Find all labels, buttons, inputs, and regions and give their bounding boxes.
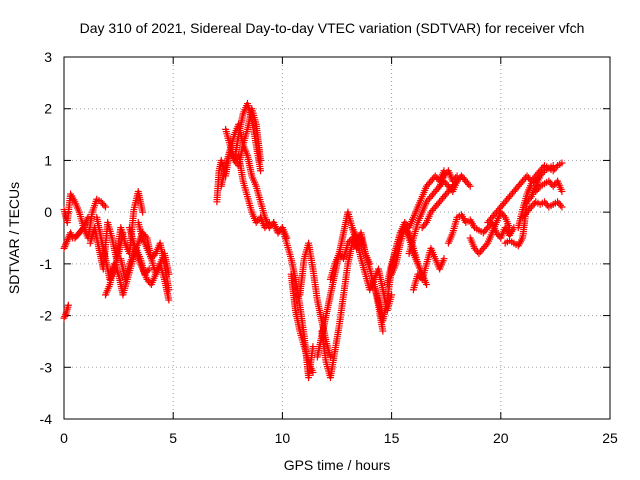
trace-22 <box>388 224 422 278</box>
trace-15 <box>296 239 334 361</box>
trace-11 <box>217 141 291 242</box>
y-tick-label: -3 <box>40 359 53 375</box>
data-point-marker <box>414 260 422 268</box>
data-point-marker <box>453 172 461 180</box>
trace-20 <box>370 167 448 325</box>
data-point-marker <box>100 201 108 209</box>
data-point-marker <box>421 220 429 228</box>
data-point-marker <box>61 311 69 319</box>
data-point-marker <box>60 244 68 252</box>
data-point-marker <box>558 203 566 211</box>
trace-31 <box>519 198 566 221</box>
x-tick-label: 25 <box>602 430 618 446</box>
data-point-marker <box>139 208 147 216</box>
data-point-marker <box>500 212 508 220</box>
data-point-marker <box>165 296 173 304</box>
data-point-marker <box>506 224 514 232</box>
y-tick-label: 0 <box>44 204 52 220</box>
x-tick-label: 0 <box>60 430 68 446</box>
trace-14 <box>287 270 317 376</box>
data-point-marker <box>404 227 412 235</box>
data-point-marker <box>150 251 158 259</box>
data-point-marker <box>535 184 543 192</box>
plot-frame <box>63 56 611 420</box>
data-point-marker <box>440 255 448 263</box>
x-tick-label: 5 <box>169 430 177 446</box>
data-point-marker <box>379 327 387 335</box>
trace-5 <box>93 213 127 283</box>
y-tick-label: -4 <box>40 411 53 427</box>
data-point-marker <box>452 174 460 182</box>
data-point-marker <box>536 172 544 180</box>
trace-2 <box>60 301 72 322</box>
data-point-marker <box>60 314 68 322</box>
data-points <box>60 100 566 382</box>
data-point-marker <box>482 241 490 249</box>
data-point-marker <box>460 175 468 183</box>
data-point-marker <box>264 220 272 228</box>
y-axis-label: SDTVAR / TECUs <box>6 182 22 294</box>
axis-ticks: 0 5 10 15 20 25 -4 -3 -2 -1 0 1 2 3 <box>40 49 618 446</box>
data-point-marker <box>556 201 564 209</box>
trace-8 <box>134 218 173 294</box>
x-tick-label: 15 <box>384 430 400 446</box>
data-point-marker <box>145 265 153 273</box>
x-tick-label: 10 <box>275 430 291 446</box>
data-point-marker <box>62 239 70 247</box>
y-tick-label: -1 <box>40 256 53 272</box>
data-point-marker <box>83 217 91 225</box>
trace-23 <box>409 244 448 294</box>
y-tick-label: 1 <box>44 152 52 168</box>
data-point-marker <box>80 224 88 232</box>
data-point-marker <box>80 222 88 230</box>
data-point-marker <box>61 241 69 249</box>
data-point-marker <box>84 213 92 221</box>
data-point-marker <box>462 177 470 185</box>
chart-title: Day 310 of 2021, Sidereal Day-to-day VTE… <box>80 20 585 36</box>
data-point-marker <box>61 312 69 320</box>
x-tick-label: 20 <box>493 430 509 446</box>
data-point-marker <box>82 218 90 226</box>
trace-28 <box>466 208 514 258</box>
trace-26 <box>436 167 461 190</box>
trace-10 <box>222 100 265 175</box>
data-point-marker <box>64 236 72 244</box>
trace-33 <box>514 172 544 232</box>
data-point-marker <box>81 220 89 228</box>
data-point-marker <box>309 368 317 376</box>
trace-17 <box>318 239 356 382</box>
data-point-marker <box>558 187 566 195</box>
data-point-marker <box>83 215 91 223</box>
data-point-marker <box>165 286 173 294</box>
data-point-marker <box>423 281 431 289</box>
trace-1 <box>60 213 92 252</box>
data-point-marker <box>67 229 75 237</box>
data-point-marker <box>558 159 566 167</box>
trace-32 <box>532 177 566 195</box>
data-point-marker <box>67 231 75 239</box>
data-point-marker <box>466 182 474 190</box>
y-tick-label: 3 <box>44 49 52 65</box>
y-tick-label: 2 <box>44 101 52 117</box>
data-point-marker <box>64 301 72 309</box>
x-axis-label: GPS time / hours <box>284 457 391 473</box>
data-point-marker <box>119 229 127 237</box>
data-point-marker <box>309 343 317 351</box>
data-point-marker <box>61 243 69 251</box>
trace-12 <box>235 151 273 232</box>
data-point-marker <box>63 237 71 245</box>
data-point-marker <box>101 203 109 211</box>
y-tick-label: -2 <box>40 308 53 324</box>
data-point-marker <box>535 174 543 182</box>
data-point-marker <box>257 167 265 175</box>
trace-27 <box>444 211 518 247</box>
data-point-marker <box>552 163 560 171</box>
data-point-marker <box>388 291 396 299</box>
